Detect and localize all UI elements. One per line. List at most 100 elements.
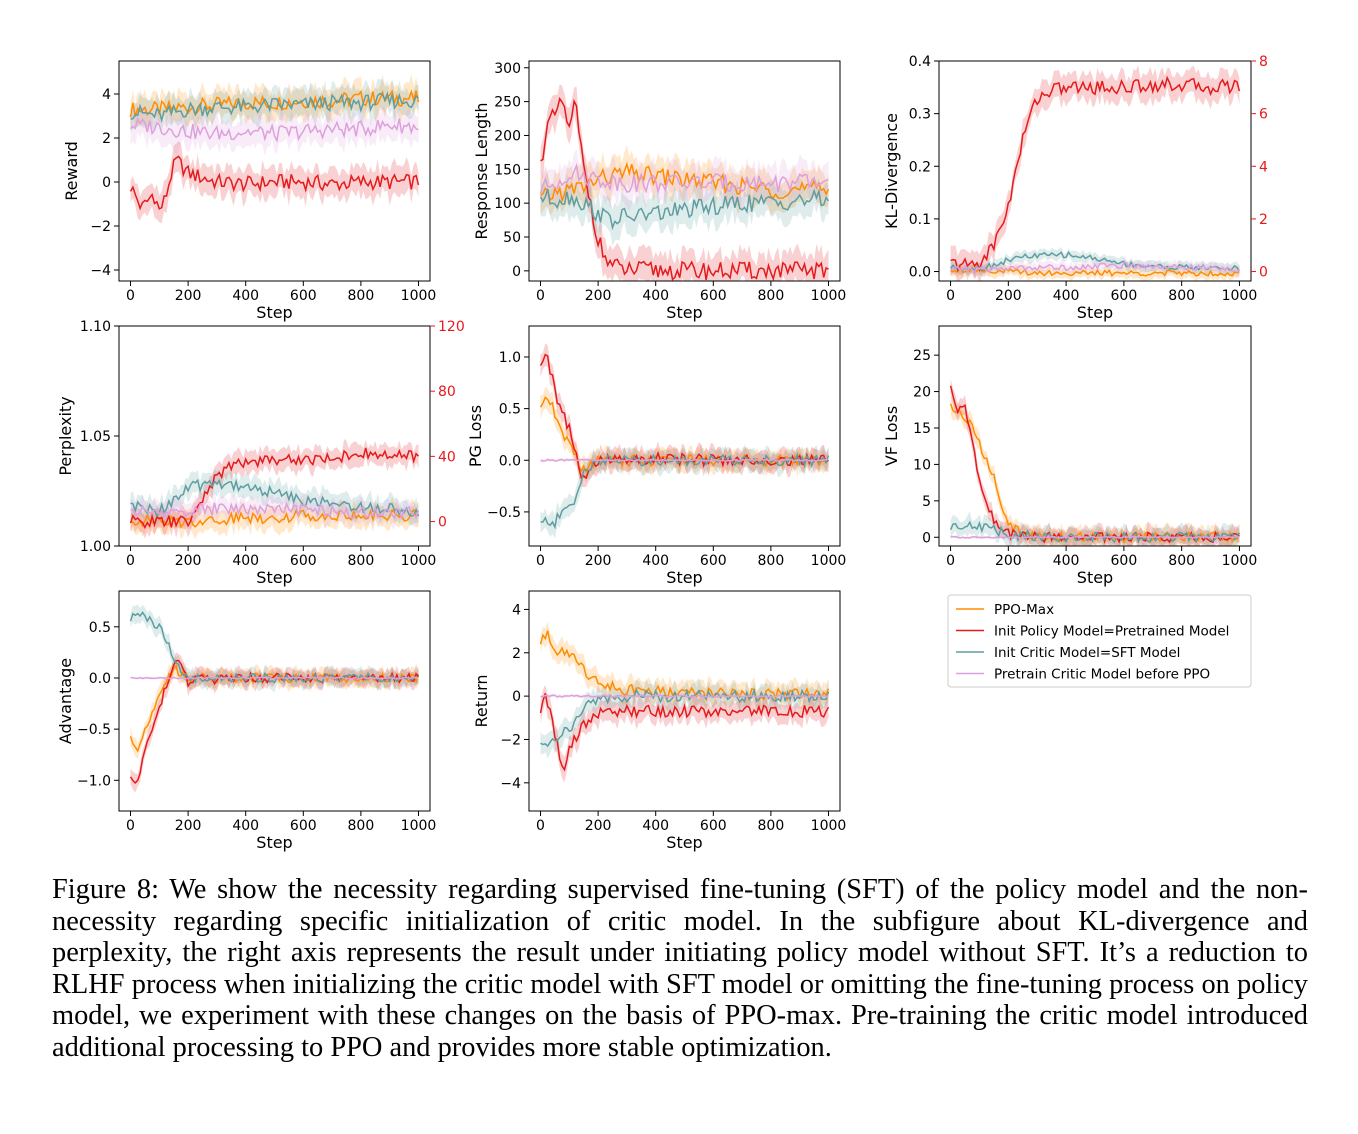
y-tick-label: 4 bbox=[512, 602, 521, 618]
x-tick-label: 400 bbox=[232, 818, 259, 834]
y-tick-label: 0.0 bbox=[499, 453, 521, 469]
y-tick-label: 250 bbox=[494, 95, 521, 111]
x-tick-label: 400 bbox=[232, 288, 259, 304]
y2-tick-label: 2 bbox=[1259, 212, 1268, 228]
y-axis-label: Perplexity bbox=[56, 396, 75, 475]
axes-frame bbox=[528, 325, 841, 547]
series-line-init_policy bbox=[949, 385, 1240, 545]
band-init_critic bbox=[130, 78, 419, 134]
y2-tick-label: 0 bbox=[1259, 265, 1268, 281]
x-tick-label: 800 bbox=[348, 288, 375, 304]
x-tick-label: 800 bbox=[758, 818, 785, 834]
y-axis-label: Return bbox=[472, 674, 491, 727]
x-tick-label: 800 bbox=[348, 818, 375, 834]
x-tick-label: 400 bbox=[1053, 553, 1080, 569]
series-line-init_critic bbox=[539, 188, 830, 231]
x-tick-label: 0 bbox=[536, 288, 545, 304]
legend-box bbox=[947, 594, 1252, 688]
x-axis-label: Step bbox=[256, 833, 292, 852]
x-tick-label: 800 bbox=[1168, 553, 1195, 569]
band-init_policy bbox=[540, 684, 829, 783]
y-tick-label: 0 bbox=[512, 689, 521, 705]
y-tick-label: 0 bbox=[922, 530, 931, 546]
x-tick-label: 200 bbox=[995, 553, 1022, 569]
y-axis-label: KL-Divergence bbox=[882, 113, 901, 229]
x-tick-label: 1000 bbox=[401, 818, 437, 834]
legend-entry-label: Pretrain Critic Model before PPO bbox=[994, 667, 1210, 683]
x-tick-label: 600 bbox=[290, 553, 317, 569]
y-axis-label: VF Loss bbox=[882, 406, 901, 466]
series-line-ppo_max bbox=[129, 89, 420, 118]
y-tick-label: 4 bbox=[102, 87, 111, 103]
panel-reward: 0 200 400 600 800 1000 −4 −2 0 2 4 Step Reward bbox=[62, 60, 437, 322]
y-tick-label: −4 bbox=[500, 776, 521, 792]
series-line-init_critic bbox=[130, 91, 419, 124]
y2-tick-label: 4 bbox=[1259, 159, 1268, 175]
x-tick-label: 200 bbox=[585, 288, 612, 304]
axes-frame bbox=[938, 325, 1252, 547]
x-tick-label: 800 bbox=[348, 553, 375, 569]
x-tick-label: 600 bbox=[290, 288, 317, 304]
axes-frame bbox=[118, 60, 431, 282]
x-axis-label: Step bbox=[256, 303, 292, 322]
series-line-init_critic bbox=[950, 250, 1240, 272]
y-tick-label: 1.00 bbox=[80, 539, 111, 555]
x-tick-label: 1000 bbox=[401, 288, 437, 304]
band-ppo_max bbox=[540, 621, 829, 712]
x-axis-label: Step bbox=[1077, 568, 1113, 587]
x-tick-label: 600 bbox=[290, 818, 317, 834]
x-tick-label: 1000 bbox=[811, 553, 847, 569]
plot-area bbox=[129, 74, 420, 224]
panel-return: 0 200 400 600 800 1000 −4 −2 0 2 4 Step Return bbox=[472, 590, 847, 852]
x-tick-label: 1000 bbox=[1222, 288, 1258, 304]
band-ppo_max bbox=[540, 144, 829, 216]
y-tick-label: 1.10 bbox=[80, 319, 111, 335]
panel-response_length: 0 200 400 600 800 1000 0 50 100 150 200 250 300 Step R… bbox=[472, 60, 846, 322]
x-tick-label: 1000 bbox=[811, 818, 847, 834]
x-tick-label: 200 bbox=[175, 553, 202, 569]
x-tick-label: 1000 bbox=[1222, 553, 1258, 569]
x-tick-label: 200 bbox=[175, 288, 202, 304]
y-tick-label: 0 bbox=[102, 175, 111, 191]
x-tick-label: 600 bbox=[1111, 553, 1138, 569]
series-line-pretrain_critic bbox=[950, 261, 1240, 274]
y-tick-label: 0.2 bbox=[909, 159, 931, 175]
band-init_policy bbox=[130, 652, 419, 793]
x-axis-label: Step bbox=[256, 568, 292, 587]
x-tick-label: 200 bbox=[585, 818, 612, 834]
x-tick-label: 400 bbox=[1053, 288, 1080, 304]
x-tick-label: 600 bbox=[700, 288, 727, 304]
x-tick-label: 0 bbox=[946, 553, 955, 569]
band-pretrain_critic bbox=[540, 148, 829, 212]
axes-frame bbox=[528, 590, 841, 812]
series-line-pretrain_critic bbox=[540, 694, 829, 698]
x-tick-label: 0 bbox=[536, 553, 545, 569]
x-tick-label: 200 bbox=[585, 553, 612, 569]
x-axis-label: Step bbox=[666, 303, 702, 322]
band-init_critic bbox=[130, 604, 419, 693]
legend-entry-label: Init Policy Model=Pretrained Model bbox=[994, 624, 1229, 640]
plot-area bbox=[539, 621, 830, 783]
y-tick-label: −1.0 bbox=[77, 773, 111, 789]
series-line-init_critic bbox=[130, 478, 420, 518]
series-line-init_policy bbox=[129, 155, 420, 211]
y-tick-label: −0.5 bbox=[77, 722, 111, 738]
band-pretrain_critic bbox=[130, 104, 419, 156]
panel-perplexity: 0 200 400 600 800 1000 1.00 1.05 1.10 0 40 80 120 Ste… bbox=[56, 319, 465, 587]
plot-area bbox=[539, 343, 830, 539]
series-line-pretrain_critic bbox=[539, 162, 829, 195]
y-tick-label: 25 bbox=[913, 348, 931, 364]
y-axis-label: Advantage bbox=[56, 658, 75, 744]
x-tick-label: 0 bbox=[126, 818, 135, 834]
plot-area bbox=[949, 379, 1241, 546]
axes-frame bbox=[528, 60, 841, 282]
y-tick-label: 20 bbox=[913, 385, 931, 401]
band-init_policy bbox=[540, 343, 829, 488]
series-line-init_policy bbox=[950, 75, 1241, 273]
x-tick-label: 600 bbox=[700, 553, 727, 569]
band-ppo_max bbox=[130, 74, 419, 133]
y2-tick-label: 120 bbox=[438, 319, 465, 335]
x-tick-label: 400 bbox=[642, 818, 669, 834]
panel-advantage: 0 200 400 600 800 1000 −1.0 −0.5 0.0 0.5 Step Advan… bbox=[56, 590, 437, 852]
band-init_policy bbox=[130, 439, 419, 539]
